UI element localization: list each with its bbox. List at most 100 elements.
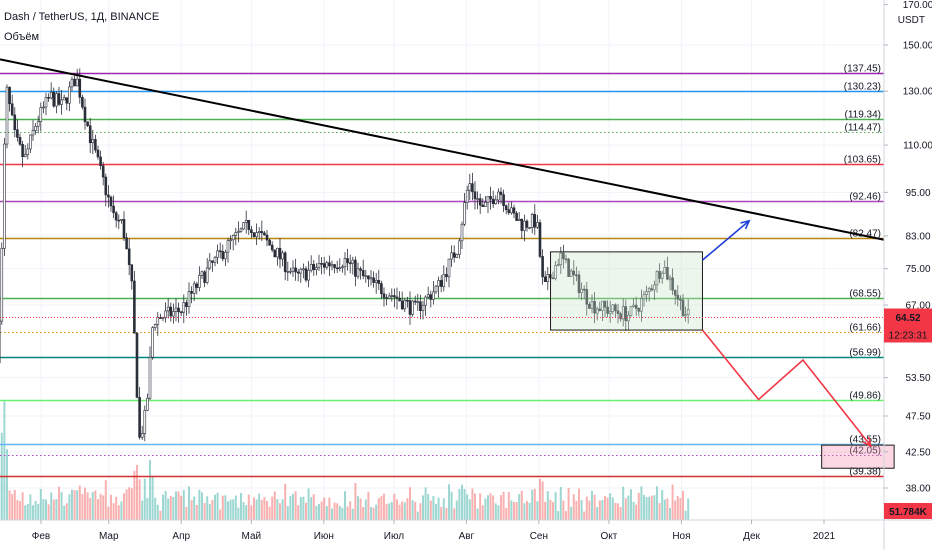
price-axis-label: 42.50 bbox=[905, 447, 930, 458]
candle-body bbox=[525, 220, 529, 228]
candle-body bbox=[497, 191, 500, 201]
candle-body bbox=[416, 301, 420, 303]
candle-body bbox=[380, 283, 383, 295]
candle-body bbox=[138, 397, 141, 438]
candle-body bbox=[203, 271, 206, 283]
volume-bar bbox=[206, 496, 209, 520]
volume-bar bbox=[177, 491, 180, 520]
volume-bar bbox=[167, 498, 170, 520]
candle-body bbox=[78, 78, 82, 98]
volume-indicator-label[interactable]: Объём bbox=[4, 31, 40, 43]
candle-body bbox=[377, 279, 381, 284]
candle-body bbox=[260, 231, 264, 234]
candle-body bbox=[166, 306, 170, 312]
candle-body bbox=[16, 129, 19, 138]
candle-body bbox=[403, 299, 407, 310]
candle-body bbox=[75, 78, 79, 87]
volume-bar bbox=[3, 401, 6, 520]
candle-body bbox=[346, 258, 349, 264]
candle-body bbox=[320, 263, 323, 265]
price-axis[interactable]: USDT 170.00 150.00 130.00 110.00 95.00 83.00 75… bbox=[884, 0, 932, 495]
candle-body bbox=[47, 97, 50, 99]
volume-bar bbox=[627, 495, 630, 520]
countdown-badge bbox=[884, 326, 932, 343]
candle-body bbox=[484, 201, 487, 207]
price-axis-label: 150.00 bbox=[903, 41, 932, 52]
candle-body bbox=[109, 196, 113, 207]
volume-bar bbox=[564, 511, 567, 520]
volume-bar bbox=[224, 495, 227, 520]
level-label: (137.45) bbox=[844, 64, 881, 75]
candle-body bbox=[216, 250, 219, 258]
candle-body bbox=[458, 240, 461, 255]
candle-body bbox=[543, 276, 547, 283]
volume-bar bbox=[57, 486, 60, 520]
volume-bar bbox=[323, 497, 326, 520]
candle-body bbox=[351, 259, 355, 264]
volume-bar bbox=[208, 503, 211, 520]
candle-body bbox=[447, 258, 451, 278]
candle-body bbox=[278, 247, 282, 260]
volume-bar bbox=[169, 496, 172, 520]
volume-bar bbox=[60, 491, 63, 520]
volume-bar bbox=[297, 505, 300, 520]
candle-body bbox=[588, 303, 591, 309]
time-axis-label: Сен bbox=[530, 531, 548, 542]
volume-bar bbox=[570, 506, 573, 520]
candle-body bbox=[374, 279, 378, 283]
candle-body bbox=[426, 294, 430, 298]
volume-bar bbox=[346, 506, 349, 520]
candle-body bbox=[117, 219, 121, 222]
candle-body bbox=[432, 291, 435, 300]
volume-bar bbox=[229, 499, 232, 520]
candle-body bbox=[575, 274, 578, 277]
candle-body bbox=[94, 139, 97, 151]
symbol-title[interactable]: Dash / TetherUS, 1Д, BINANCE bbox=[4, 11, 160, 23]
candle-body bbox=[354, 259, 357, 277]
volume-bar bbox=[447, 484, 450, 520]
volume-bar bbox=[489, 493, 492, 520]
time-axis-label: 2021 bbox=[813, 531, 836, 542]
candle-body bbox=[515, 212, 518, 221]
volume-bar bbox=[255, 499, 258, 520]
candle-body bbox=[640, 298, 643, 312]
volume-bar bbox=[55, 499, 58, 520]
time-axis[interactable]: Фев Мар Апр Май Июн Июл Авг Сен Окт Ноя Дек 2021 bbox=[32, 520, 836, 542]
volume-bar bbox=[91, 492, 94, 520]
candle-body bbox=[627, 314, 630, 322]
candle-body bbox=[489, 196, 492, 200]
candle-body bbox=[476, 198, 479, 200]
candle-body bbox=[408, 300, 412, 315]
volume-bar bbox=[468, 499, 471, 520]
candle-body bbox=[367, 275, 370, 280]
candle-body bbox=[478, 198, 482, 206]
volume-bar bbox=[666, 498, 669, 520]
candle-body bbox=[179, 311, 183, 314]
candle-body bbox=[205, 267, 209, 283]
volume-bar bbox=[567, 487, 570, 520]
volume-bar bbox=[640, 486, 643, 520]
volume-bar bbox=[481, 505, 484, 520]
candle-body bbox=[424, 296, 427, 306]
volume-bar bbox=[463, 488, 466, 520]
candle-body bbox=[49, 91, 53, 99]
candle-body bbox=[229, 239, 232, 242]
candle-body bbox=[169, 306, 173, 317]
candle-body bbox=[273, 249, 277, 258]
volume-bar bbox=[453, 508, 456, 520]
candle-body bbox=[437, 280, 440, 287]
candle-body bbox=[65, 97, 69, 104]
candle-body bbox=[653, 284, 656, 291]
candle-body bbox=[286, 271, 290, 273]
volume-bar bbox=[239, 492, 242, 520]
volume-bar bbox=[338, 506, 341, 520]
candle-body bbox=[369, 277, 373, 280]
volume-bar bbox=[520, 490, 523, 520]
volume-bar bbox=[146, 497, 149, 520]
volume-bar bbox=[583, 511, 586, 520]
candle-body bbox=[684, 314, 687, 317]
candle-body bbox=[52, 91, 56, 107]
volume-bar bbox=[115, 496, 118, 520]
candle-body bbox=[465, 189, 469, 203]
